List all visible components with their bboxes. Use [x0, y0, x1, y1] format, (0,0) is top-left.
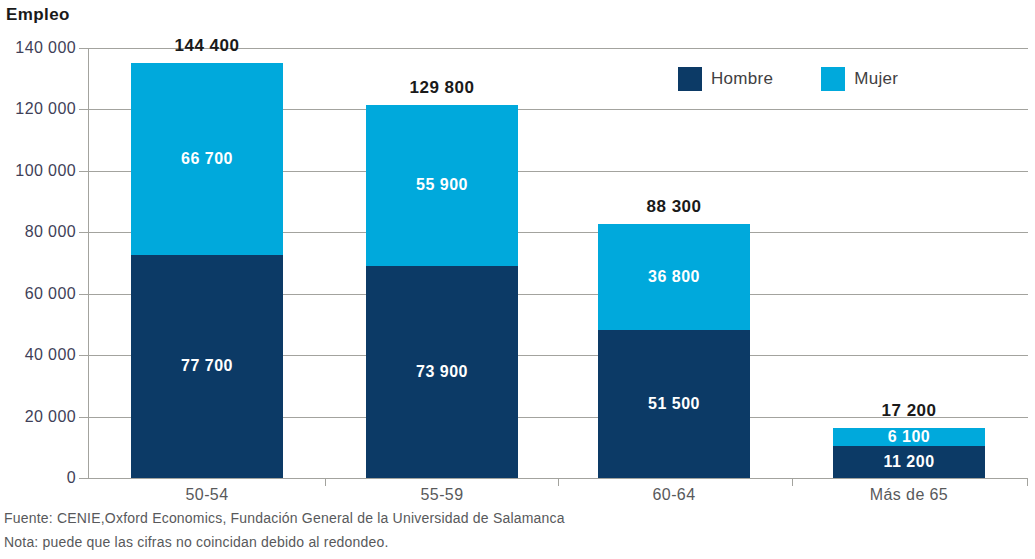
bar-segment-mujer: 36 800 [598, 224, 750, 330]
y-axis-tick-label: 100 000 [0, 161, 76, 181]
bar-total-label: 17 200 [829, 401, 989, 421]
y-axis-tick-label: 60 000 [0, 284, 76, 304]
bar-total-label: 144 400 [127, 36, 287, 56]
x-axis-label: 55-59 [362, 486, 522, 504]
bar-segment-hombre: 77 700 [131, 255, 283, 478]
legend-label-hombre: Hombre [711, 69, 773, 89]
y-axis-tick-label: 20 000 [0, 407, 76, 427]
x-axis-label: 60-64 [594, 486, 754, 504]
x-axis-label: Más de 65 [829, 486, 989, 504]
x-axis-label: 50-54 [127, 486, 287, 504]
y-axis-tick [79, 417, 88, 418]
x-axis-tick [558, 478, 559, 486]
plot-area: 020 00040 00060 00080 000100 000120 0001… [88, 48, 1028, 478]
x-axis-tick [325, 478, 326, 486]
y-axis-tick-label: 40 000 [0, 345, 76, 365]
x-axis-tick [792, 478, 793, 486]
bar-segment-mujer: 66 700 [131, 63, 283, 255]
legend-item-hombre: Hombre [678, 67, 773, 91]
note-text: Nota: puede que las cifras no coincidan … [4, 534, 389, 550]
legend-swatch-hombre [678, 67, 702, 91]
bar-total-label: 88 300 [594, 197, 754, 217]
y-axis-tick [79, 109, 88, 110]
bar-total-label: 129 800 [362, 78, 522, 98]
employment-stacked-bar-chart: Empleo 020 00040 00060 00080 000100 0001… [0, 0, 1035, 559]
legend-label-mujer: Mujer [854, 69, 898, 89]
y-axis-line [88, 48, 89, 479]
y-axis-tick-label: 0 [0, 468, 76, 488]
y-axis-tick [79, 171, 88, 172]
y-axis-tick [79, 48, 88, 49]
y-axis-tick [79, 478, 88, 479]
source-text: Fuente: CENIE,Oxford Economics, Fundació… [4, 510, 565, 526]
y-axis-tick [79, 355, 88, 356]
y-axis-tick-label: 80 000 [0, 222, 76, 242]
legend-swatch-mujer [821, 67, 845, 91]
x-axis-tick [1027, 478, 1028, 486]
bar-segment-hombre: 11 200 [833, 446, 985, 478]
chart-title: Empleo [6, 5, 70, 25]
legend-item-mujer: Mujer [821, 67, 898, 91]
bar-segment-hombre: 73 900 [366, 266, 518, 478]
y-axis-tick [79, 294, 88, 295]
bar-segment-hombre: 51 500 [598, 330, 750, 478]
legend: Hombre Mujer [678, 67, 898, 91]
bar-segment-mujer: 55 900 [366, 105, 518, 266]
y-axis-tick-label: 140 000 [0, 38, 76, 58]
bar-segment-mujer: 6 100 [833, 428, 985, 446]
y-axis-tick-label: 120 000 [0, 99, 76, 119]
y-axis-tick [79, 232, 88, 233]
